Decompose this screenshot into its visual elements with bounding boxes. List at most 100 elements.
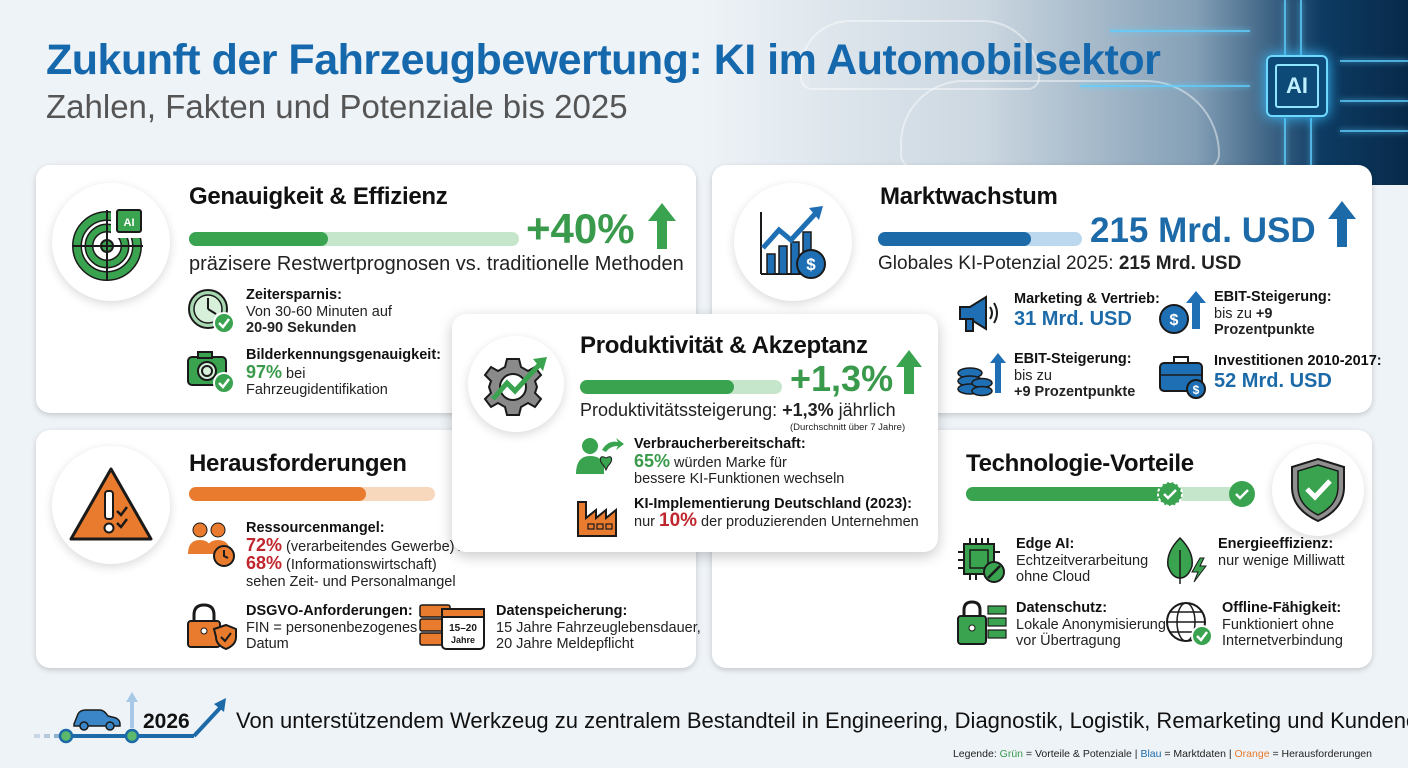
progress-bar-fill — [189, 232, 328, 246]
item-text: Datum — [246, 636, 289, 652]
legend: Legende: Grün = Vorteile & Potenziale | … — [953, 748, 1372, 760]
item-text: FIN = personenbezogenes — [246, 619, 418, 636]
list-item-ki-implementierung: KI-Implementierung Deutschland (2023): n… — [576, 496, 919, 544]
item-heading: Verbraucherbereitschaft: — [634, 436, 806, 452]
briefcase-dollar-icon: $ — [1158, 353, 1206, 401]
up-arrow-icon — [648, 203, 676, 249]
card-produktivitaet: Produktivität & Akzeptanz +1,3% Produkti… — [452, 314, 938, 552]
list-item-ebit-2: EBIT-Steigerung: bis zu +9 Prozentpunkte — [956, 351, 1135, 401]
footer-text: Von unterstützendem Werkzeug zu zentrale… — [236, 708, 1408, 733]
progress-bar-fill — [966, 487, 1176, 501]
server-calendar-icon: 15–20 Jahre — [418, 603, 488, 651]
value-highlight: +40% — [526, 205, 635, 252]
milestone-check-icon — [1228, 480, 1256, 508]
clock-check-icon — [186, 287, 238, 335]
legend-text: = Marktdaten | — [1161, 748, 1235, 760]
chip-no-cloud-icon — [956, 536, 1008, 584]
svg-text:Jahre: Jahre — [451, 635, 475, 645]
item-text: 15 Jahre Fahrzeuglebensdauer, — [496, 619, 701, 636]
progress-bar — [189, 232, 519, 246]
ai-chip-label: AI — [1275, 64, 1319, 108]
card-title: Produktivität & Akzeptanz — [580, 332, 868, 359]
description-text: Globales KI-Potenzial 2025: — [878, 253, 1119, 274]
item-highlight: 97% — [246, 361, 283, 382]
card-description: Produktivitätssteigerung: +1,3% jährlich — [580, 400, 896, 421]
item-text: bessere KI-Funktionen wechseln — [634, 471, 845, 487]
list-item-offline: Offline-Fähigkeit: Funktioniert ohne Int… — [1164, 600, 1343, 650]
item-text: bis zu — [1214, 305, 1256, 322]
progress-bar — [966, 487, 1242, 501]
card-marktwachstum: $ Marktwachstum 215 Mrd. USD Globales KI… — [712, 165, 1382, 413]
dollar-coin-arrow-icon: $ — [1158, 289, 1206, 337]
list-item-dsgvo: DSGVO-Anforderungen: FIN = personenbezog… — [186, 603, 417, 653]
item-highlight: 72% — [246, 534, 283, 555]
item-text: Funktioniert ohne — [1222, 616, 1335, 633]
item-heading: EBIT-Steigerung: — [1214, 289, 1332, 305]
people-clock-icon — [186, 520, 238, 568]
list-item-marketing: Marketing & Vertrieb: 31 Mrd. USD — [956, 291, 1160, 339]
item-text: würden Marke für — [670, 454, 787, 471]
gear-growth-icon — [468, 336, 564, 432]
ai-chip-graphic: AI — [1266, 55, 1328, 117]
megaphone-icon — [956, 291, 1006, 339]
page-subtitle: Zahlen, Fakten und Potenziale bis 2025 — [46, 88, 628, 125]
svg-text:15–20: 15–20 — [449, 623, 477, 634]
shield-check-icon — [1272, 444, 1364, 536]
item-text: Lokale Anonymisierung — [1016, 616, 1166, 633]
progress-bar — [878, 232, 1082, 246]
svg-text:$: $ — [806, 255, 816, 274]
item-heading: Datenschutz: — [1016, 600, 1108, 616]
item-text: (Informationswirtschaft) — [282, 557, 437, 573]
progress-bar — [580, 380, 782, 394]
card-title: Herausforderungen — [189, 450, 407, 477]
globe-check-icon — [1164, 600, 1214, 648]
progress-bar-fill — [580, 380, 734, 394]
item-text: Echtzeitverarbeitung — [1016, 552, 1149, 569]
item-text: sehen Zeit- und Personalmangel — [246, 573, 456, 590]
card-title: Genauigkeit & Effizienz — [189, 183, 448, 210]
item-text: der produzierenden Unternehmen — [697, 513, 919, 530]
legend-blue: Blau — [1140, 748, 1162, 760]
item-value: 52 Mrd. USD — [1214, 369, 1332, 392]
item-text: Von 30-60 Minuten auf — [246, 303, 392, 320]
item-text: nur wenige Milliwatt — [1218, 552, 1345, 569]
list-item-bilderkennung: Bilderkennungsgenauigkeit: 97% bei Fahrz… — [186, 347, 441, 399]
chart-growth-dollar-icon: $ — [734, 183, 852, 301]
item-bold-text: +9 — [1255, 305, 1273, 322]
list-item-energieeffizienz: Energieeffizienz: nur wenige Milliwatt — [1164, 536, 1345, 584]
item-text: nur — [634, 513, 659, 530]
list-item-edge-ai: Edge AI: Echtzeitverarbeitung ohne Cloud — [956, 536, 1148, 586]
list-item-ebit-1: $ EBIT-Steigerung: bis zu +9 Prozentpunk… — [1158, 289, 1332, 339]
legend-orange: Orange — [1234, 748, 1270, 760]
progress-bar-fill — [189, 487, 367, 501]
item-text: ohne Cloud — [1016, 569, 1091, 585]
description-bold: 215 Mrd. USD — [1118, 253, 1242, 274]
user-heart-share-icon — [576, 436, 626, 484]
list-item-datenschutz: Datenschutz: Lokale Anonymisierung vor Ü… — [956, 600, 1166, 650]
target-ai-icon: AI — [52, 183, 170, 301]
card-description: Globales KI-Potenzial 2025: 215 Mrd. USD — [878, 253, 1241, 275]
description-text: Produktivitätssteigerung: — [580, 400, 783, 420]
timeline-graphic — [34, 692, 234, 748]
item-text: Internetverbindung — [1222, 633, 1343, 649]
legend-text: = Herausforderungen — [1269, 748, 1372, 760]
item-heading: Investitionen 2010-2017: — [1214, 353, 1382, 369]
leaf-bolt-icon — [1164, 536, 1210, 584]
item-bold-text: Prozentpunkte — [1214, 322, 1315, 338]
factory-icon — [576, 496, 626, 544]
car-icon — [73, 709, 121, 731]
card-description: präzisere Restwertprognosen vs. traditio… — [189, 253, 684, 275]
svg-text:AI: AI — [124, 217, 135, 229]
item-text: (verarbeitendes Gewerbe) / — [282, 538, 463, 555]
item-heading: Zeitersparnis: — [246, 287, 342, 303]
item-text: 20 Jahre Meldepflicht — [496, 636, 634, 652]
legend-text: = Vorteile & Potenziale | — [1023, 748, 1141, 760]
car-silhouette-decoration — [900, 80, 1220, 170]
progress-bar — [189, 487, 435, 501]
lock-server-icon — [956, 600, 1008, 648]
footer-year: 2026 — [143, 710, 190, 733]
legend-green: Grün — [999, 748, 1023, 760]
item-value: 31 Mrd. USD — [1014, 307, 1132, 330]
up-arrow-icon — [1328, 201, 1356, 247]
item-highlight: 65% — [634, 450, 671, 471]
